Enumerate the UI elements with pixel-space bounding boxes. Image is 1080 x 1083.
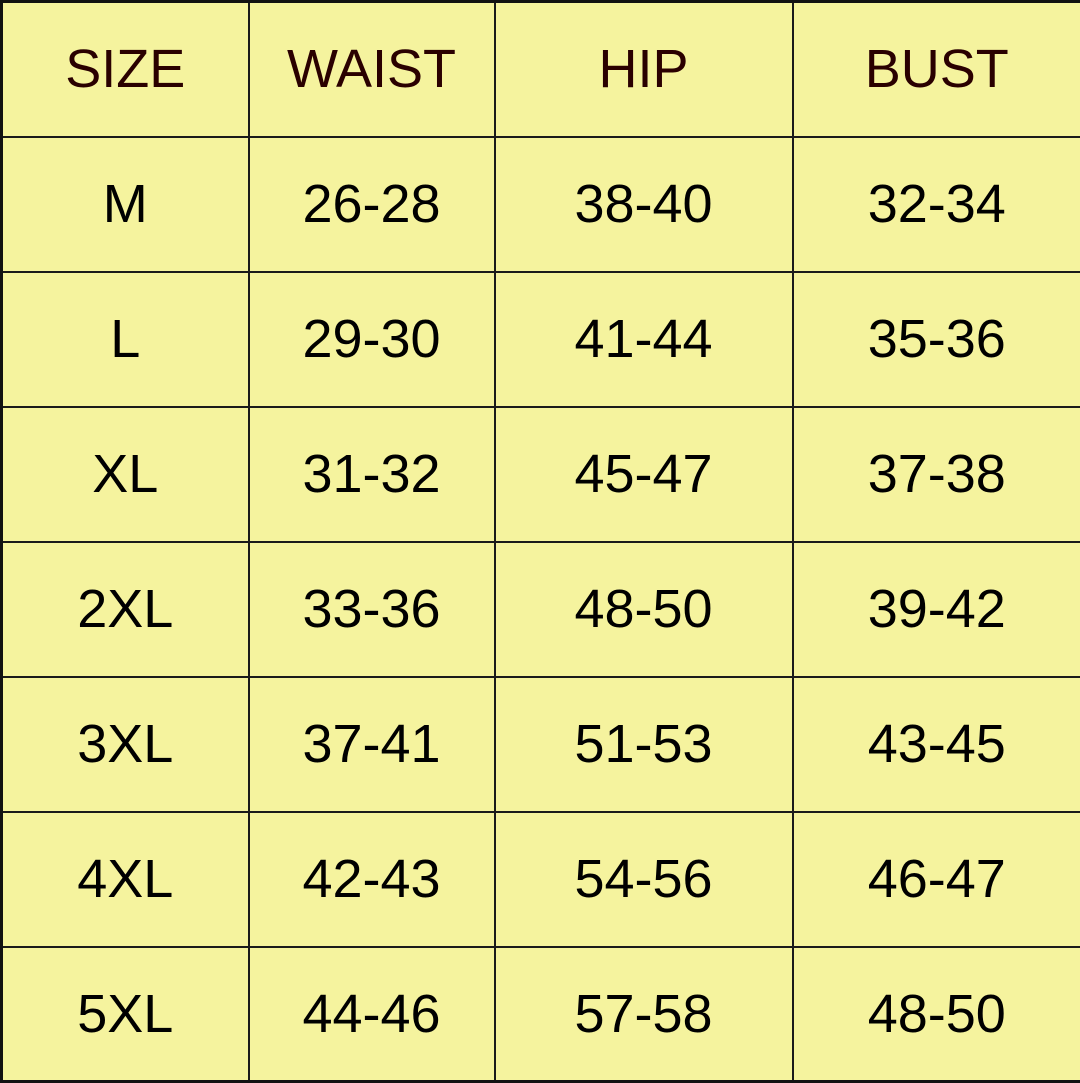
cell-waist: 29-30 bbox=[249, 272, 495, 407]
cell-bust: 39-42 bbox=[793, 542, 1080, 677]
cell-waist: 26-28 bbox=[249, 137, 495, 272]
cell-hip: 54-56 bbox=[495, 812, 793, 947]
cell-hip: 45-47 bbox=[495, 407, 793, 542]
cell-waist: 42-43 bbox=[249, 812, 495, 947]
cell-size: XL bbox=[2, 407, 249, 542]
cell-waist: 31-32 bbox=[249, 407, 495, 542]
cell-hip: 51-53 bbox=[495, 677, 793, 812]
cell-size: 5XL bbox=[2, 947, 249, 1082]
cell-size: L bbox=[2, 272, 249, 407]
cell-size: 2XL bbox=[2, 542, 249, 677]
header-waist: WAIST bbox=[249, 2, 495, 137]
cell-waist: 37-41 bbox=[249, 677, 495, 812]
header-size: SIZE bbox=[2, 2, 249, 137]
cell-hip: 41-44 bbox=[495, 272, 793, 407]
cell-bust: 37-38 bbox=[793, 407, 1080, 542]
cell-bust: 43-45 bbox=[793, 677, 1080, 812]
header-bust: BUST bbox=[793, 2, 1080, 137]
cell-size: 3XL bbox=[2, 677, 249, 812]
cell-bust: 32-34 bbox=[793, 137, 1080, 272]
cell-size: 4XL bbox=[2, 812, 249, 947]
cell-waist: 33-36 bbox=[249, 542, 495, 677]
cell-bust: 35-36 bbox=[793, 272, 1080, 407]
header-hip: HIP bbox=[495, 2, 793, 137]
cell-hip: 38-40 bbox=[495, 137, 793, 272]
cell-bust: 48-50 bbox=[793, 947, 1080, 1082]
cell-hip: 48-50 bbox=[495, 542, 793, 677]
cell-bust: 46-47 bbox=[793, 812, 1080, 947]
cell-hip: 57-58 bbox=[495, 947, 793, 1082]
cell-waist: 44-46 bbox=[249, 947, 495, 1082]
cell-size: M bbox=[2, 137, 249, 272]
header-row: SIZE WAIST HIP BUST bbox=[2, 2, 1080, 137]
